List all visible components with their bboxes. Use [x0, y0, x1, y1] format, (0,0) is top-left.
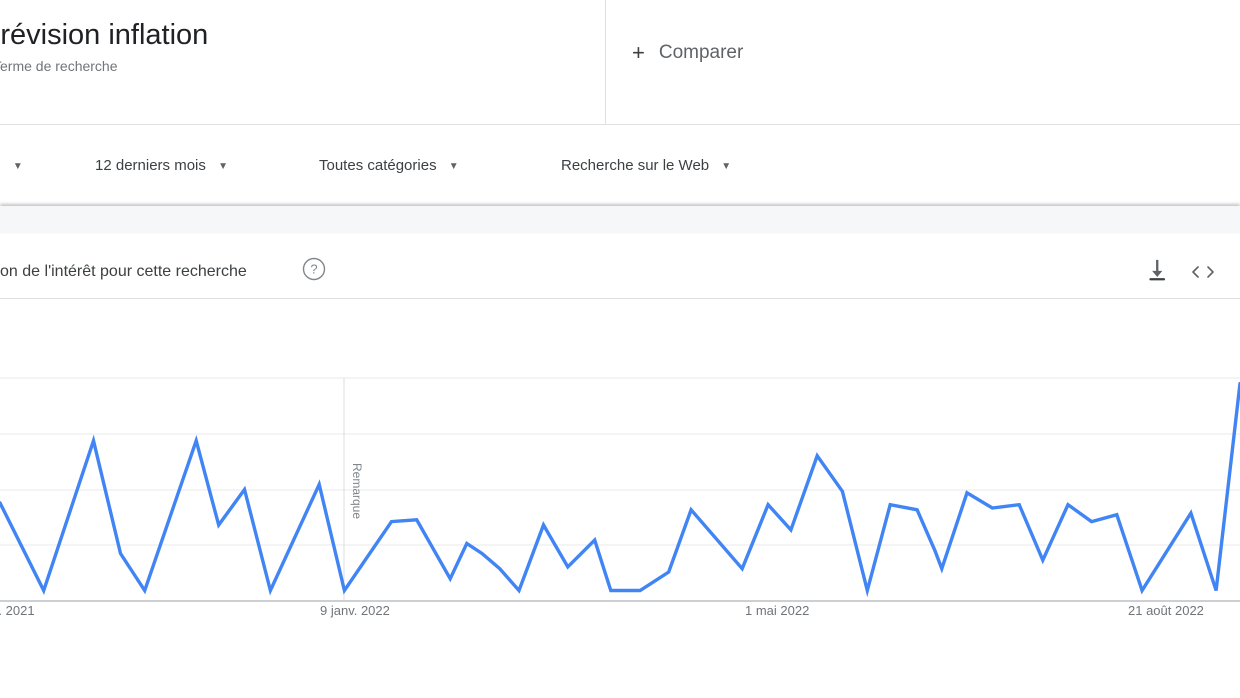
svg-text:Remarque: Remarque: [350, 463, 364, 519]
svg-text:?: ?: [310, 262, 317, 277]
